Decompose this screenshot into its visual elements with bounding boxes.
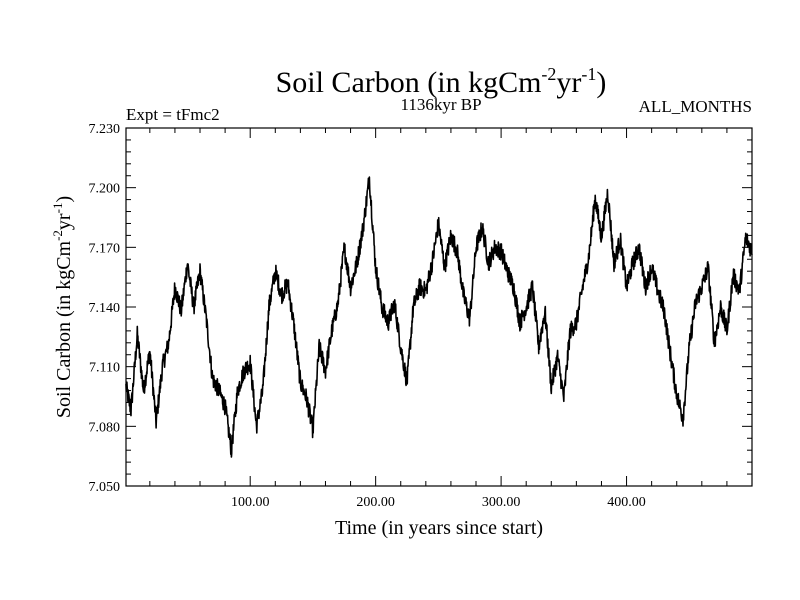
period-label: 1136kyr BP <box>400 95 481 114</box>
y-tick-label: 7.080 <box>89 420 121 435</box>
x-tick-label: 300.00 <box>482 495 521 510</box>
x-tick-label: 400.00 <box>607 495 646 510</box>
series-line <box>125 176 753 458</box>
axis-ticks <box>126 127 752 487</box>
y-tick-label: 7.200 <box>89 182 121 197</box>
x-axis-label: Time (in years since start) <box>335 517 543 539</box>
y-tick-label: 7.140 <box>89 301 121 316</box>
x-tick-label: 100.00 <box>231 495 270 510</box>
y-tick-label: 7.230 <box>89 122 121 137</box>
months-label: ALL_MONTHS <box>639 97 752 116</box>
y-tick-label: 7.110 <box>89 361 120 376</box>
y-axis-label: Soil Carbon (in kgCm-2yr-1) <box>50 196 75 418</box>
chart-title: Soil Carbon (in kgCm-2yr-1) <box>276 64 607 99</box>
experiment-label: Expt = tFmc2 <box>126 105 220 124</box>
y-tick-label: 7.170 <box>89 241 121 256</box>
x-tick-label: 200.00 <box>356 495 395 510</box>
axis-tick-labels: 100.00 200.00 300.00 400.00 7.050 7.080 7.110 7… <box>89 122 646 510</box>
y-tick-label: 7.050 <box>89 480 121 495</box>
plot-frame <box>125 127 753 487</box>
